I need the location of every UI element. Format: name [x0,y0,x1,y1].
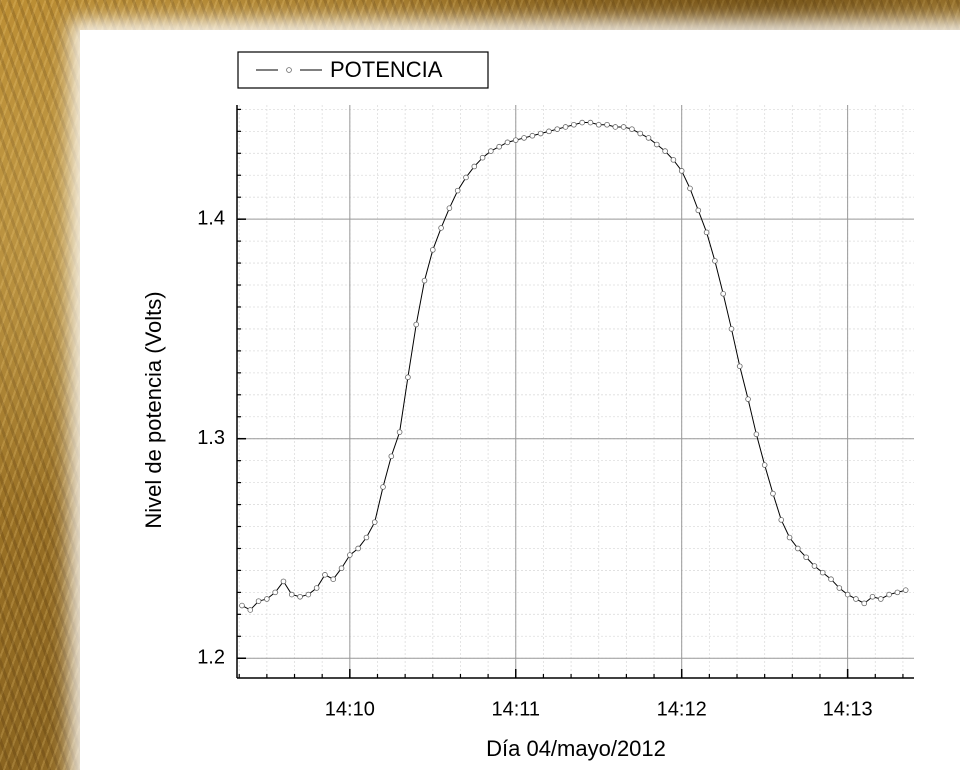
data-point [297,593,303,600]
x-tick-label: 14:11 [491,698,540,720]
data-point [313,585,320,591]
data-point [488,148,494,154]
data-point [396,429,403,435]
legend-label: POTENCIA [330,57,443,82]
data-point [786,534,793,541]
x-tick-label: 14:13 [823,698,873,720]
data-point [288,591,295,598]
data-point [869,593,876,600]
data-point [255,598,262,604]
data-point [604,121,610,128]
data-point [587,119,594,126]
data-point [703,229,710,236]
data-point [554,126,561,132]
data-point [388,453,395,460]
data-point [521,135,527,141]
data-point [330,576,337,583]
data-point [736,363,743,370]
data-point [819,569,826,576]
data-point [712,258,718,264]
data-point [612,124,619,130]
y-tick-label: 1.2 [197,647,225,669]
data-point [264,596,270,602]
data-point [720,291,726,297]
data-point [894,589,901,596]
data-point [571,121,577,128]
data-point [355,545,361,552]
data-point [620,124,627,130]
data-point [878,596,884,602]
data-point [803,554,809,561]
data-point [512,137,519,143]
data-point [363,534,370,541]
data-point [496,143,502,150]
data-point [687,185,693,192]
y-axis-label: Nivel de potencia (Volts) [141,291,166,528]
data-point [844,591,851,598]
data-point [479,154,486,161]
data-point [902,587,909,593]
data-point [338,565,345,572]
data-point [886,591,892,598]
data-point [637,130,644,137]
data-point [322,572,328,578]
data-point [678,168,685,174]
y-tick-label: 1.3 [197,427,225,449]
data-point [770,490,776,497]
data-point [429,247,436,253]
data-point [836,585,843,591]
x-axis-label: Día 04/mayo/2012 [486,736,666,761]
data-point [454,187,461,194]
data-point [629,126,635,132]
data-point [380,484,386,490]
data-point [645,135,652,141]
x-tick-label: 14:10 [325,698,375,720]
data-point [239,602,245,609]
x-tick-label: 14:12 [657,698,707,720]
data-point [728,326,735,332]
data-point [405,374,411,381]
data-point [280,578,287,585]
data-point [463,174,469,181]
data-point [471,163,478,170]
data-point [272,589,278,596]
data-point [828,576,834,583]
data-point [347,552,353,558]
data-point [546,128,552,135]
data-point [371,519,378,525]
data-point [753,431,760,438]
data-point [537,130,544,137]
data-point [853,596,859,602]
data-point [579,119,585,126]
data-point [595,121,602,128]
data-point [761,462,768,468]
data-point [247,607,254,613]
legend-marker [286,67,292,73]
data-point [562,124,569,130]
data-point [795,545,801,552]
data-point [446,205,453,211]
data-point [438,225,444,231]
data-point [811,563,818,569]
data-point [305,591,312,598]
data-point [861,600,868,607]
data-point [413,321,420,328]
data-point [745,396,751,402]
data-point [529,132,536,139]
y-tick-label: 1.4 [197,207,225,229]
data-point [421,277,428,284]
data-point [778,517,785,523]
data-point [670,157,677,163]
data-point [662,148,668,154]
data-point [654,141,660,148]
data-point [504,139,511,146]
data-line [241,122,906,611]
data-point [695,207,702,214]
